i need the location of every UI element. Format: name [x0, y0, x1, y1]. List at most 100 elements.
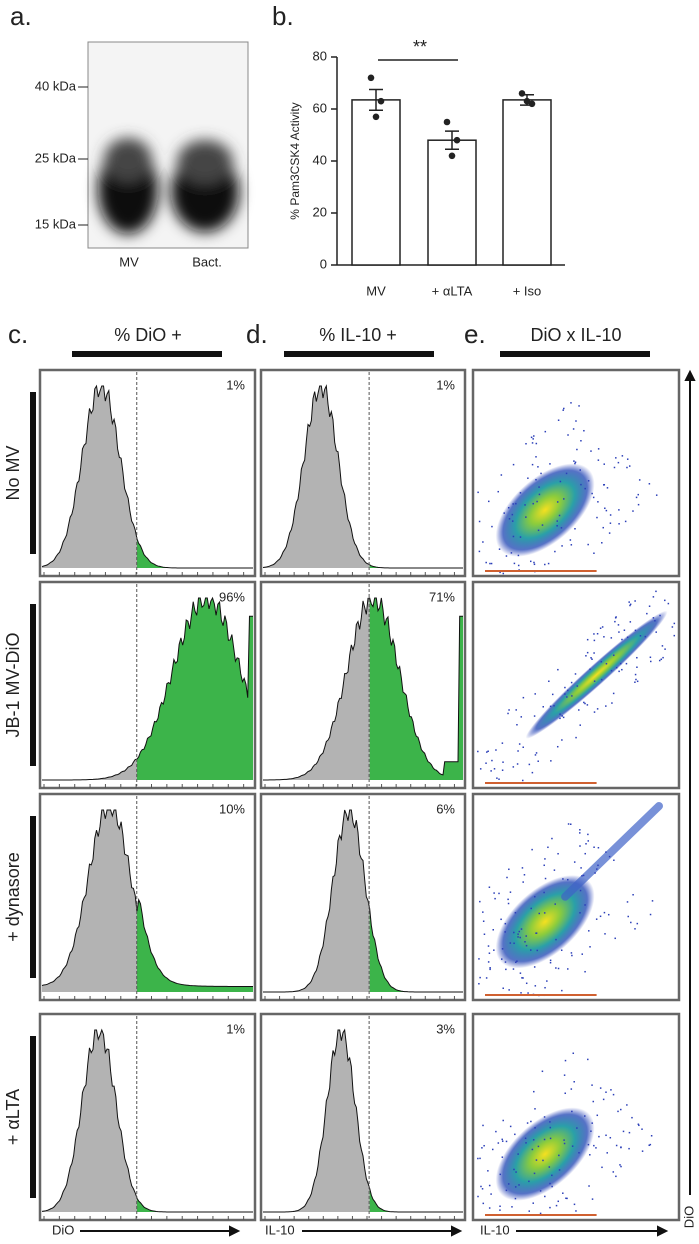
density-dot: [620, 1146, 622, 1149]
density-dot: [512, 766, 515, 768]
density-dot: [664, 648, 666, 650]
density-dot: [543, 864, 545, 867]
density-dot: [530, 949, 532, 951]
density-dot: [488, 952, 491, 954]
density-dot: [504, 922, 507, 925]
density-dot: [570, 402, 572, 404]
density-dot: [628, 1131, 631, 1134]
density-dot: [533, 1090, 535, 1093]
data-point: [443, 118, 451, 126]
density-dot: [614, 937, 616, 940]
density-dot: [637, 1123, 640, 1126]
density-dot: [660, 658, 663, 661]
density-dot: [587, 543, 589, 546]
histogram-outline: [262, 384, 463, 569]
density-dot: [619, 1164, 621, 1166]
density-dot: [508, 868, 510, 871]
density-dot: [605, 1091, 607, 1093]
density-dot: [500, 918, 502, 921]
blot-bands: [98, 138, 239, 234]
density-dot: [534, 1127, 536, 1129]
density-dot: [490, 562, 493, 565]
histogram-outline: [262, 597, 463, 781]
density-dot: [530, 1120, 532, 1123]
histogram-fill: [369, 908, 463, 992]
density-dot: [624, 520, 627, 523]
density-dot: [514, 1133, 516, 1136]
density-dot: [543, 1138, 546, 1141]
density-dot: [576, 448, 578, 451]
density-dot: [496, 777, 498, 779]
density-dot: [516, 960, 518, 962]
density-dot: [648, 605, 651, 607]
data-point: [518, 90, 526, 97]
density-dot: [574, 528, 576, 530]
density-dot: [547, 846, 549, 849]
density-dot: [495, 749, 497, 751]
density-dot: [620, 1108, 622, 1111]
density-dot: [557, 967, 560, 970]
density-dot: [507, 1183, 510, 1185]
density-dot: [628, 601, 630, 603]
density-dot: [511, 1206, 513, 1208]
density-dot: [558, 1154, 560, 1157]
density-dot: [610, 1089, 612, 1091]
density-dot: [623, 629, 626, 631]
x-tick-label: + αLTA: [432, 283, 473, 298]
density-dot: [650, 660, 652, 663]
density-dot: [554, 903, 556, 905]
histogram-fill: [263, 810, 370, 992]
density-dot: [515, 709, 517, 711]
density-dot: [571, 1110, 573, 1113]
density-dot: [655, 494, 658, 496]
density-dot: [625, 662, 628, 665]
density-dot: [499, 1205, 501, 1208]
density-dot: [501, 769, 504, 771]
density-dot: [564, 693, 566, 695]
density-dot: [621, 668, 623, 671]
density-dot: [532, 1202, 534, 1204]
density-dot: [488, 886, 491, 888]
density-dot: [557, 852, 559, 855]
density-dot: [637, 503, 640, 506]
density-dot: [559, 480, 562, 483]
density-dot: [556, 745, 559, 748]
density-dot: [488, 1207, 491, 1209]
histogram-outline: [41, 384, 253, 569]
density-dot: [562, 878, 564, 880]
y-tick-label: 60: [313, 100, 327, 115]
column-header: % IL-10 +: [319, 325, 397, 345]
density-dot: [587, 833, 589, 836]
density-dot: [512, 503, 514, 505]
band: [104, 138, 152, 182]
density-dot: [500, 474, 503, 476]
density-dot: [491, 1148, 494, 1151]
density-dot: [579, 845, 581, 847]
density-dot: [544, 986, 546, 989]
density-dot: [652, 617, 655, 619]
density-dot: [588, 930, 590, 932]
density-dot: [479, 900, 481, 903]
density-dot: [601, 1166, 603, 1169]
density-dot: [613, 466, 616, 469]
density-dot: [602, 526, 604, 529]
density-dot: [487, 750, 489, 753]
density-dot: [603, 911, 606, 914]
density-dot: [533, 715, 536, 717]
data-point: [377, 97, 385, 105]
density-dot: [544, 1195, 546, 1198]
data-point: [367, 74, 375, 82]
density-dot: [561, 739, 563, 741]
density-dot: [591, 658, 593, 660]
density-dot: [626, 901, 629, 903]
density-dot: [570, 544, 573, 546]
density-dot: [599, 627, 602, 629]
density-dot: [560, 527, 563, 529]
density-dot: [579, 724, 581, 726]
density-dot: [542, 1159, 544, 1162]
density-dot: [617, 624, 620, 626]
density-dot: [537, 529, 540, 532]
density-dot: [549, 705, 552, 708]
histogram-outline: [41, 596, 253, 781]
density-dot: [648, 483, 651, 485]
